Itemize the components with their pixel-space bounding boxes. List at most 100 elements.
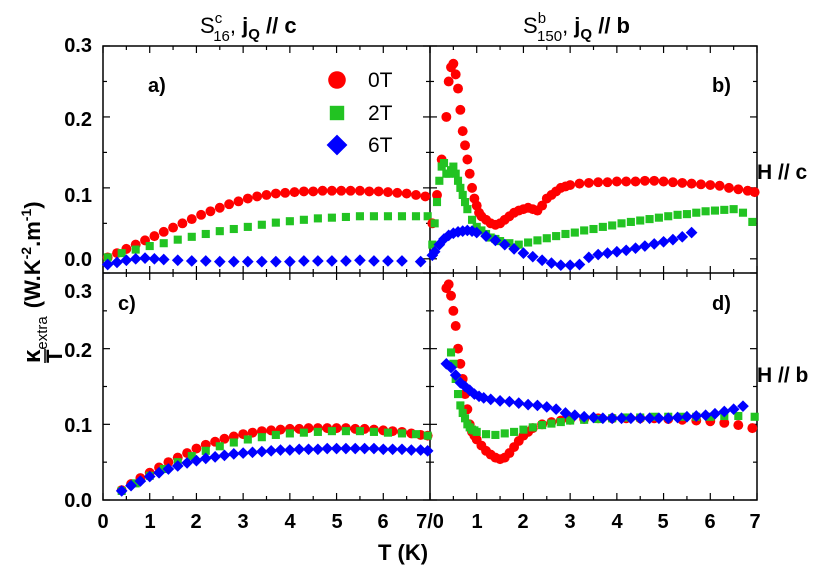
data-point-6t <box>382 255 394 267</box>
data-point-6t <box>396 255 408 267</box>
data-point-6t <box>396 443 408 456</box>
data-point-2t <box>524 238 533 247</box>
data-point-6t <box>634 412 647 425</box>
data-point-6t <box>643 412 656 425</box>
data-point-2t <box>397 212 407 221</box>
data-point-2t <box>313 214 322 223</box>
data-point-0t <box>326 185 337 196</box>
data-point-0t <box>219 433 230 444</box>
data-point-6t <box>526 250 539 263</box>
data-point-2t <box>423 431 432 440</box>
data-point-0t <box>611 176 622 187</box>
panel-label-a: a) <box>148 75 166 97</box>
legend-label-6t: 6T <box>368 134 393 157</box>
data-point-6t <box>559 407 572 419</box>
y-tick-label: 0.0 <box>64 490 92 512</box>
data-point-6t <box>368 255 380 267</box>
y-ticks-bottom: 0.0 0.1 0.2 0.3 <box>64 281 92 512</box>
data-point-2t <box>341 212 350 222</box>
data-point-2t <box>482 430 491 439</box>
data-point-6t <box>199 452 212 465</box>
data-point-2t <box>435 176 444 185</box>
data-point-0t <box>453 343 463 354</box>
data-point-0t <box>448 305 459 316</box>
data-point-6t <box>377 443 390 456</box>
data-point-6t <box>484 393 497 406</box>
data-point-2t <box>432 198 442 207</box>
y-tick-label: 0.1 <box>64 185 92 207</box>
data-point-6t <box>428 245 441 258</box>
data-point-2t <box>449 162 458 171</box>
x-tick-label: 2 <box>517 511 528 533</box>
series-0t <box>102 185 431 263</box>
data-point-0t <box>242 193 253 204</box>
data-point-6t <box>340 442 352 455</box>
panel-b-plot <box>426 58 760 272</box>
data-point-2t <box>673 210 682 219</box>
data-point-2t <box>645 215 654 224</box>
data-point-0t <box>420 191 431 202</box>
data-point-6t <box>237 447 249 459</box>
data-point-6t <box>606 412 619 425</box>
data-point-0t <box>401 188 412 199</box>
data-point-2t <box>369 212 378 221</box>
data-point-6t <box>468 388 481 400</box>
data-point-6t <box>284 444 296 456</box>
data-point-0t <box>205 206 216 217</box>
data-point-2t <box>514 240 523 249</box>
data-point-6t <box>111 256 123 269</box>
data-point-2t <box>428 240 437 249</box>
data-point-6t <box>255 445 268 458</box>
data-point-2t <box>467 215 477 224</box>
data-point-6t <box>676 230 689 243</box>
data-point-6t <box>442 229 455 242</box>
data-point-6t <box>681 410 693 423</box>
x-tick-label: 3 <box>237 511 248 533</box>
data-point-2t <box>533 236 542 245</box>
data-point-0t <box>658 176 669 187</box>
data-point-0t <box>261 190 272 200</box>
data-point-6t <box>181 457 193 469</box>
data-point-2t <box>664 212 673 221</box>
data-point-2t <box>547 419 556 428</box>
panel-label-c: c) <box>118 293 136 315</box>
series-0t <box>427 58 760 230</box>
data-point-6t <box>489 234 502 247</box>
data-point-6t <box>143 470 156 483</box>
legend-marker-2t <box>329 105 345 121</box>
series-6t <box>440 357 749 425</box>
data-point-0t <box>345 185 356 196</box>
data-point-0t <box>747 423 758 434</box>
data-point-2t <box>463 205 472 214</box>
data-point-6t <box>213 255 226 268</box>
data-point-0t <box>392 187 403 198</box>
data-point-6t <box>312 443 324 456</box>
data-point-2t <box>750 412 759 421</box>
data-point-6t <box>433 238 446 251</box>
data-point-0t <box>457 126 468 137</box>
legend-marker-shape <box>326 134 348 156</box>
data-point-2t <box>570 228 579 237</box>
data-point-6t <box>190 454 203 467</box>
data-point-2t <box>187 452 196 461</box>
data-point-2t <box>285 217 294 226</box>
data-point-2t <box>187 232 196 241</box>
data-point-2t <box>460 414 470 423</box>
x-tick-label: 7/0 <box>416 511 444 533</box>
data-point-6t <box>255 255 268 268</box>
data-point-6t <box>503 395 516 408</box>
data-point-6t <box>185 255 198 267</box>
data-point-0t <box>464 168 475 179</box>
data-point-6t <box>512 397 525 409</box>
data-point-6t <box>582 251 595 264</box>
data-point-0t <box>270 188 281 199</box>
data-point-2t <box>456 183 465 192</box>
data-point-2t <box>411 430 421 439</box>
data-point-6t <box>601 247 614 259</box>
data-point-6t <box>349 442 362 455</box>
data-point-2t <box>451 169 460 178</box>
legend-label-2t: 2T <box>368 102 393 125</box>
data-point-2t <box>271 218 280 227</box>
data-point-2t <box>598 222 607 231</box>
data-point-0t <box>453 83 463 94</box>
